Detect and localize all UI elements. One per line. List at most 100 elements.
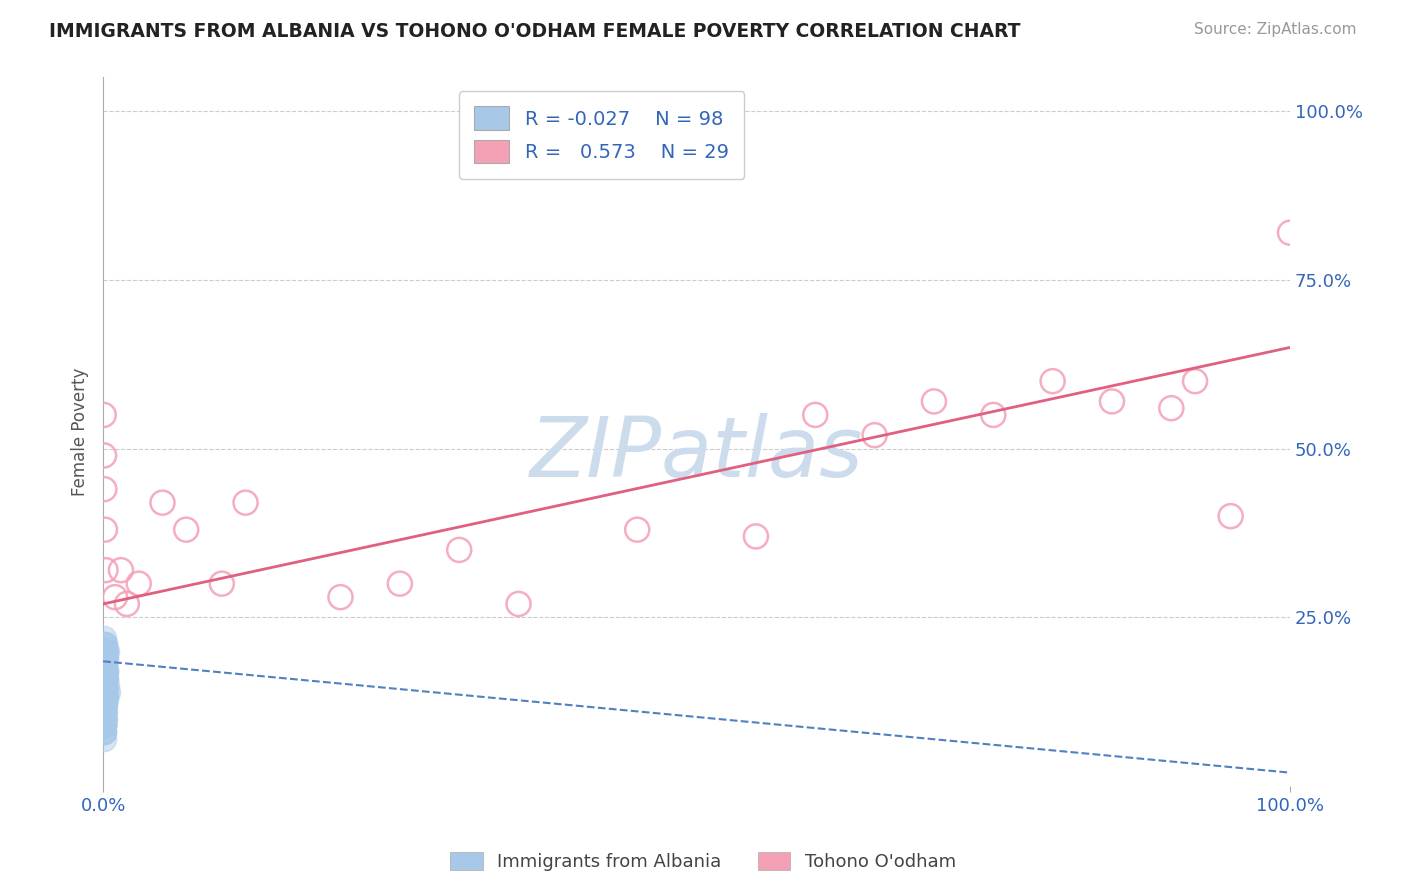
Point <box>93 712 115 726</box>
Point <box>97 684 120 698</box>
Point <box>110 563 132 577</box>
Point <box>235 496 257 510</box>
Point <box>94 644 117 658</box>
Text: IMMIGRANTS FROM ALBANIA VS TOHONO O'ODHAM FEMALE POVERTY CORRELATION CHART: IMMIGRANTS FROM ALBANIA VS TOHONO O'ODHA… <box>49 22 1021 41</box>
Point <box>94 691 117 706</box>
Point <box>93 678 115 692</box>
Point <box>94 691 117 706</box>
Point <box>93 691 115 706</box>
Point <box>93 657 115 672</box>
Point <box>93 698 115 713</box>
Point <box>508 597 530 611</box>
Point <box>93 691 115 706</box>
Point <box>94 671 117 685</box>
Point <box>93 698 115 713</box>
Point <box>94 637 117 651</box>
Point <box>94 657 117 672</box>
Point <box>93 712 115 726</box>
Point <box>1219 509 1241 524</box>
Point <box>94 665 117 679</box>
Point <box>1160 401 1182 416</box>
Point <box>93 631 115 645</box>
Point <box>93 731 115 746</box>
Point <box>93 657 115 672</box>
Point <box>94 684 117 698</box>
Point <box>93 725 115 739</box>
Point <box>329 590 352 604</box>
Point <box>94 665 117 679</box>
Point <box>93 644 115 658</box>
Point <box>94 671 117 685</box>
Point <box>93 671 115 685</box>
Point <box>94 671 117 685</box>
Point <box>93 705 115 719</box>
Point <box>93 698 115 713</box>
Point <box>1101 394 1123 409</box>
Point <box>93 657 115 672</box>
Point <box>93 678 115 692</box>
Point <box>93 705 115 719</box>
Point <box>93 657 115 672</box>
Point <box>94 644 117 658</box>
Point <box>93 637 115 651</box>
Point <box>94 671 117 685</box>
Point <box>93 698 115 713</box>
Point <box>93 684 115 698</box>
Point <box>93 712 115 726</box>
Point <box>94 651 117 665</box>
Point <box>93 684 115 698</box>
Point <box>152 496 174 510</box>
Point <box>94 523 117 537</box>
Point <box>93 691 115 706</box>
Point <box>94 671 117 685</box>
Point <box>93 718 115 732</box>
Point <box>388 576 411 591</box>
Point <box>93 678 115 692</box>
Point <box>93 705 115 719</box>
Point <box>93 665 115 679</box>
Point <box>94 665 117 679</box>
Point <box>93 712 115 726</box>
Point <box>93 712 115 726</box>
Point <box>93 705 115 719</box>
Point <box>804 408 827 422</box>
Point <box>94 651 117 665</box>
Point <box>115 597 138 611</box>
Point <box>93 712 115 726</box>
Legend: R = -0.027    N = 98, R =   0.573    N = 29: R = -0.027 N = 98, R = 0.573 N = 29 <box>458 91 744 179</box>
Point <box>1279 226 1302 240</box>
Point <box>93 665 115 679</box>
Point <box>94 665 117 679</box>
Point <box>93 712 115 726</box>
Point <box>93 671 115 685</box>
Point <box>94 657 117 672</box>
Point <box>93 698 115 713</box>
Point <box>93 705 115 719</box>
Point <box>93 651 115 665</box>
Point <box>93 449 115 463</box>
Point <box>94 705 117 719</box>
Point <box>1042 374 1064 388</box>
Point <box>93 657 115 672</box>
Point <box>93 684 115 698</box>
Point <box>94 563 117 577</box>
Point <box>93 684 115 698</box>
Point <box>211 576 233 591</box>
Point <box>1184 374 1206 388</box>
Point <box>93 705 115 719</box>
Point <box>93 684 115 698</box>
Point <box>128 576 150 591</box>
Point <box>93 651 115 665</box>
Point <box>93 671 115 685</box>
Point <box>626 523 648 537</box>
Point <box>93 644 115 658</box>
Point <box>93 718 115 732</box>
Point <box>93 644 115 658</box>
Point <box>94 651 117 665</box>
Point <box>94 665 117 679</box>
Point <box>94 698 117 713</box>
Point <box>863 428 886 442</box>
Point <box>93 718 115 732</box>
Point <box>93 718 115 732</box>
Point <box>745 529 768 543</box>
